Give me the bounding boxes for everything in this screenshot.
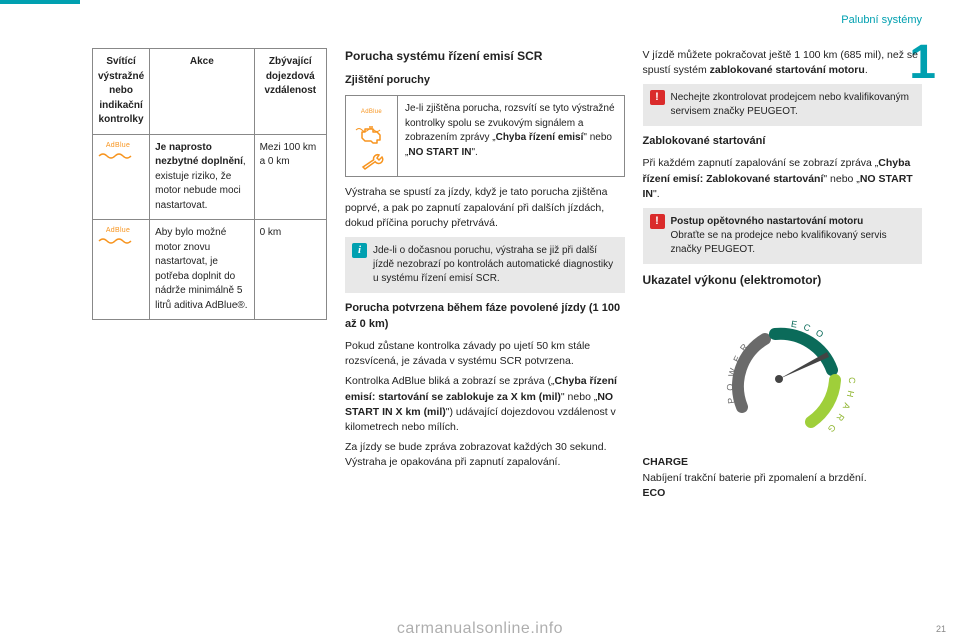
th-range: Zbývající dojezdová vzdálenost (254, 49, 326, 135)
cell-range: Mezi 100 km a 0 km (254, 134, 326, 220)
adblue-icon-label: AdBlue (98, 141, 138, 151)
warning-icon: ! (650, 214, 665, 229)
txt: Kontrolka AdBlue bliká a zobrazí se zprá… (345, 375, 555, 387)
page-number: 21 (936, 624, 946, 634)
warning-text: Nechejte zkontrolovat prodejcem nebo kva… (671, 92, 909, 117)
txt: Při každém zapnutí zapalování se zobrazí… (643, 157, 879, 169)
heading-detection: Zjištění poruchy (345, 73, 625, 89)
txt: ". (653, 188, 660, 200)
txt-bold: NO START IN (408, 147, 471, 158)
adblue-icon: AdBlue (98, 141, 138, 165)
warning-box-restart: ! Postup opětovného nastartování motoru … (643, 208, 923, 264)
power-gauge: P O W E R E C O C H A R G E (643, 297, 923, 447)
cell-action: Je naprosto nezbytné doplnění, existuje … (150, 134, 254, 220)
info-box: i Jde-li o dočasnou poruchu, výstraha se… (345, 237, 625, 293)
column-3: V jízdě můžete pokračovat ještě 1 100 km… (643, 48, 923, 620)
power-gauge-svg: P O W E R E C O C H A R G E (697, 297, 867, 447)
range-paragraph: V jízdě můžete pokračovat ještě 1 100 km… (643, 48, 923, 78)
txt-bold: zablokované startování motoru (710, 64, 865, 76)
confirm-p3: Za jízdy se bude zpráva zobrazovat každý… (345, 440, 625, 470)
wrench-icon (359, 152, 385, 170)
heading-blocked-start: Zablokované startování (643, 134, 923, 150)
adblue-table: Svítící výstražné nebo indikační kontrol… (92, 48, 327, 320)
adblue-icon-label: AdBlue (353, 102, 391, 123)
info-icon: i (352, 243, 367, 258)
confirm-p2: Kontrolka AdBlue bliká a zobrazí se zprá… (345, 374, 625, 435)
column-2: Porucha systému řízení emisí SCR Zjištěn… (345, 48, 625, 620)
cell-range: 0 km (254, 220, 326, 320)
detection-box: AdBlue Je-li zjištěna porucha, rozsvítí … (345, 95, 625, 177)
heading-confirmed: Porucha potvrzena během fáze povolené jí… (345, 301, 625, 333)
detection-text: Je-li zjištěna porucha, rozsvítí se tyto… (398, 96, 624, 176)
action-bold: Je naprosto nezbytné doplnění (155, 142, 243, 168)
charge-block: CHARGE Nabíjení trakční baterie při zpom… (643, 455, 923, 501)
adblue-icon-label: AdBlue (98, 226, 138, 236)
txt: . (865, 64, 868, 76)
heading-scr-fault: Porucha systému řízení emisí SCR (345, 48, 625, 65)
header-section-title: Palubní systémy (841, 14, 922, 26)
column-1: Svítící výstražné nebo indikační kontrol… (92, 48, 327, 620)
adblue-icon: AdBlue (353, 102, 391, 120)
charge-label: CHARGE (643, 456, 689, 468)
txt-bold: Chyba řízení emisí (496, 132, 584, 143)
action-rest: Aby bylo možné motor znovu nastartovat, … (155, 227, 247, 311)
heading-power-gauge: Ukazatel výkonu (elektromotor) (643, 272, 923, 289)
cell-action: Aby bylo možné motor znovu nastartovat, … (150, 220, 254, 320)
watermark: carmanualsonline.info (0, 620, 960, 638)
txt: " nebo „ (561, 391, 597, 403)
txt: " nebo „ (823, 173, 859, 185)
warning-icon: ! (650, 90, 665, 105)
info-text: Jde-li o dočasnou poruchu, výstraha se j… (373, 245, 613, 284)
page-content: Svítící výstražné nebo indikační kontrol… (92, 48, 922, 620)
cell-icon: AdBlue (93, 220, 150, 320)
confirm-p1: Pokud zůstane kontrolka závady po ujetí … (345, 339, 625, 369)
th-action: Akce (150, 49, 254, 135)
txt: ". (472, 147, 478, 158)
cell-icon: AdBlue (93, 134, 150, 220)
warning-body: Obraťte se na prodejce nebo kvalifikovan… (671, 230, 887, 255)
warning-box-dealer: ! Nechejte zkontrolovat prodejcem nebo k… (643, 84, 923, 126)
warning-title: Postup opětovného nastartování motoru (671, 216, 864, 227)
table-row: AdBlue Je naprosto nezbytné doplnění, ex… (93, 134, 327, 220)
table-row: AdBlue Aby bylo možné motor znovu nastar… (93, 220, 327, 320)
adblue-icon: AdBlue (98, 226, 138, 250)
page-accent-bar (0, 0, 80, 4)
para-after-detection: Výstraha se spustí za jízdy, když je tat… (345, 185, 625, 231)
detection-icons: AdBlue (346, 96, 398, 176)
charge-text: Nabíjení trakční baterie při zpomalení a… (643, 472, 867, 484)
blocked-start-para: Při každém zapnutí zapalování se zobrazí… (643, 156, 923, 202)
th-indicators: Svítící výstražné nebo indikační kontrol… (93, 49, 150, 135)
eco-label: ECO (643, 487, 666, 499)
